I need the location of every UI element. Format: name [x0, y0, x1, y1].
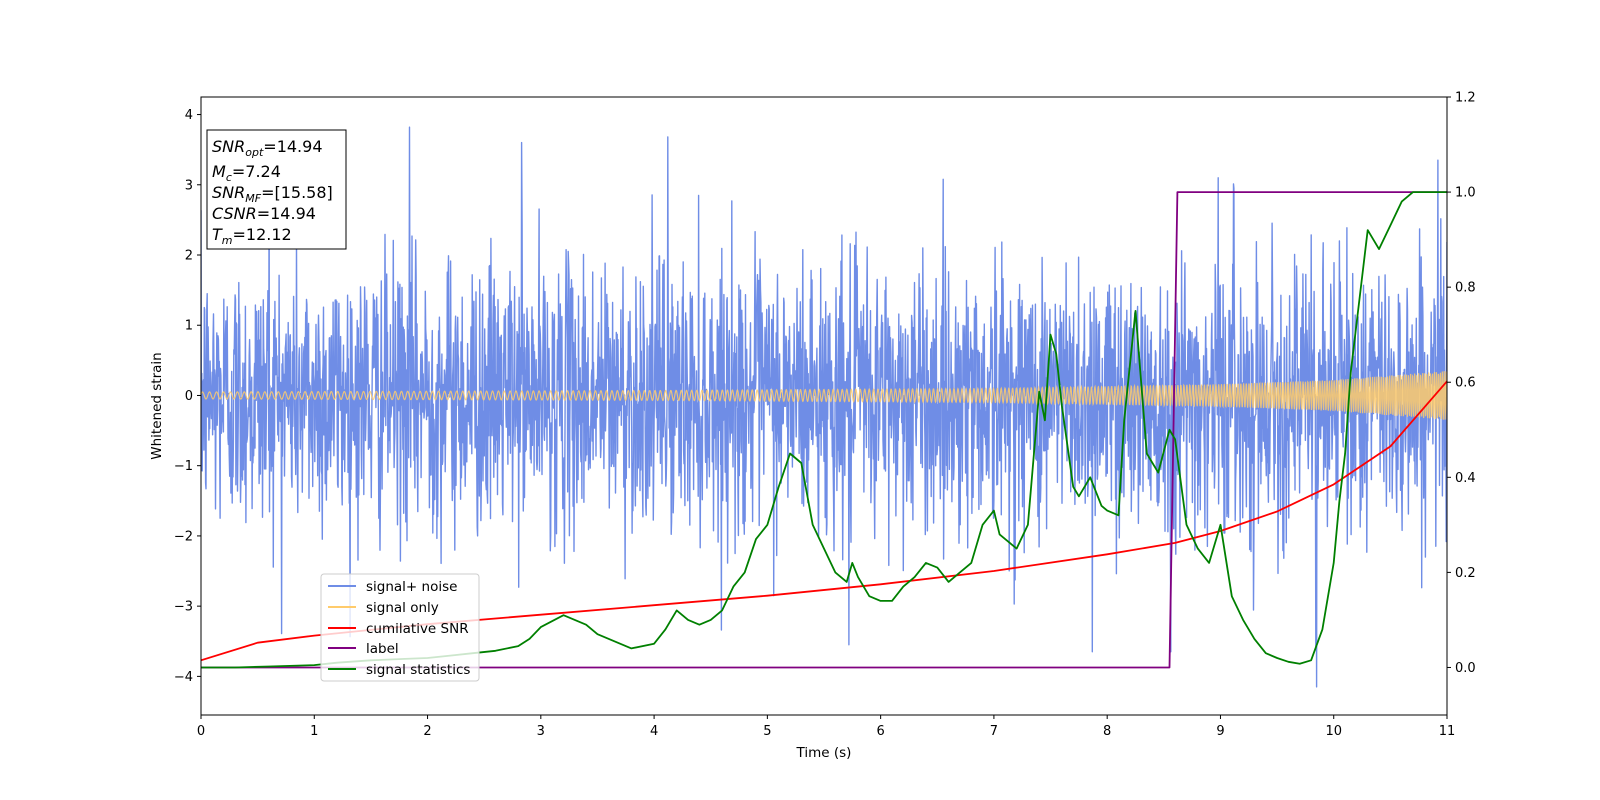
y-tick-label: −2	[174, 529, 193, 544]
signal-only-line	[201, 371, 1447, 420]
legend-label-signal-only: signal only	[366, 600, 439, 616]
stats-box-frame	[206, 129, 347, 250]
x-tick-label: 6	[876, 724, 884, 739]
y2-tick-label: 0.6	[1455, 376, 1476, 391]
signal-noise-series	[201, 126, 1447, 688]
x-tick-label: 8	[1103, 724, 1111, 739]
plot-frame	[200, 96, 1448, 716]
legend-label-signal-noise: signal+ noise	[366, 579, 457, 595]
y2-ticks: 1.2 1.0 0.8 0.6 0.4 0.2 0.0	[1447, 91, 1476, 676]
y-ticks: 4 3 2 1 0 −1 −2 −3 −4	[174, 108, 201, 685]
signal-statistics-line	[201, 191, 1447, 669]
x-tick-label: 10	[1325, 724, 1342, 739]
y-axis-label: Whitened strain	[149, 352, 165, 459]
y-tick-label: −3	[174, 600, 193, 615]
legend-label-cumulative-snr: cumilative SNR	[366, 621, 469, 637]
stats-box: SNRopt=14.94 Mc=7.24 SNRMF=[15.58] CSNR=…	[206, 129, 347, 250]
stat-tm: Tm=12.12	[212, 225, 292, 247]
stat-snr-opt: SNRopt=14.94	[212, 137, 323, 159]
x-tick-label: 0	[197, 724, 205, 739]
y-tick-label: −4	[174, 670, 193, 685]
x-tick-label: 1	[310, 724, 318, 739]
y-tick-label: 1	[185, 319, 193, 334]
x-ticks: 0 1 2 3 4 5 6 7 8 9 10 11	[197, 715, 1455, 739]
y2-tick-label: 0.2	[1455, 566, 1476, 581]
y-tick-label: 4	[185, 108, 193, 123]
x-tick-label: 9	[1216, 724, 1224, 739]
x-tick-label: 2	[423, 724, 431, 739]
stat-csnr: CSNR=14.94	[212, 204, 316, 223]
legend: signal+ noise signal only cumilative SNR…	[320, 573, 480, 682]
y-tick-label: −1	[174, 459, 193, 474]
legend-frame	[320, 573, 480, 682]
y2-tick-label: 0.8	[1455, 281, 1476, 296]
x-tick-label: 5	[763, 724, 771, 739]
y2-tick-label: 0.0	[1455, 661, 1476, 676]
x-axis-label: Time (s)	[796, 745, 852, 761]
label-line	[201, 191, 1447, 669]
y2-tick-label: 0.4	[1455, 471, 1476, 486]
y-tick-label: 3	[185, 178, 193, 193]
stat-mc: Mc=7.24	[212, 162, 281, 184]
x-tick-label: 7	[990, 724, 998, 739]
x-tick-label: 3	[537, 724, 545, 739]
stat-snr-mf: SNRMF=[15.58]	[212, 183, 333, 205]
x-tick-label: 4	[650, 724, 658, 739]
y-tick-label: 2	[185, 249, 193, 264]
legend-label-label: label	[366, 641, 399, 657]
x-tick-label: 11	[1439, 724, 1456, 739]
signal-noise-line	[201, 126, 1447, 688]
legend-label-signal-statistics: signal statistics	[366, 662, 470, 678]
signal-only-series	[201, 371, 1447, 420]
y2-tick-label: 1.0	[1455, 186, 1476, 201]
y-tick-label: 0	[185, 389, 193, 404]
y2-tick-label: 1.2	[1455, 91, 1476, 106]
